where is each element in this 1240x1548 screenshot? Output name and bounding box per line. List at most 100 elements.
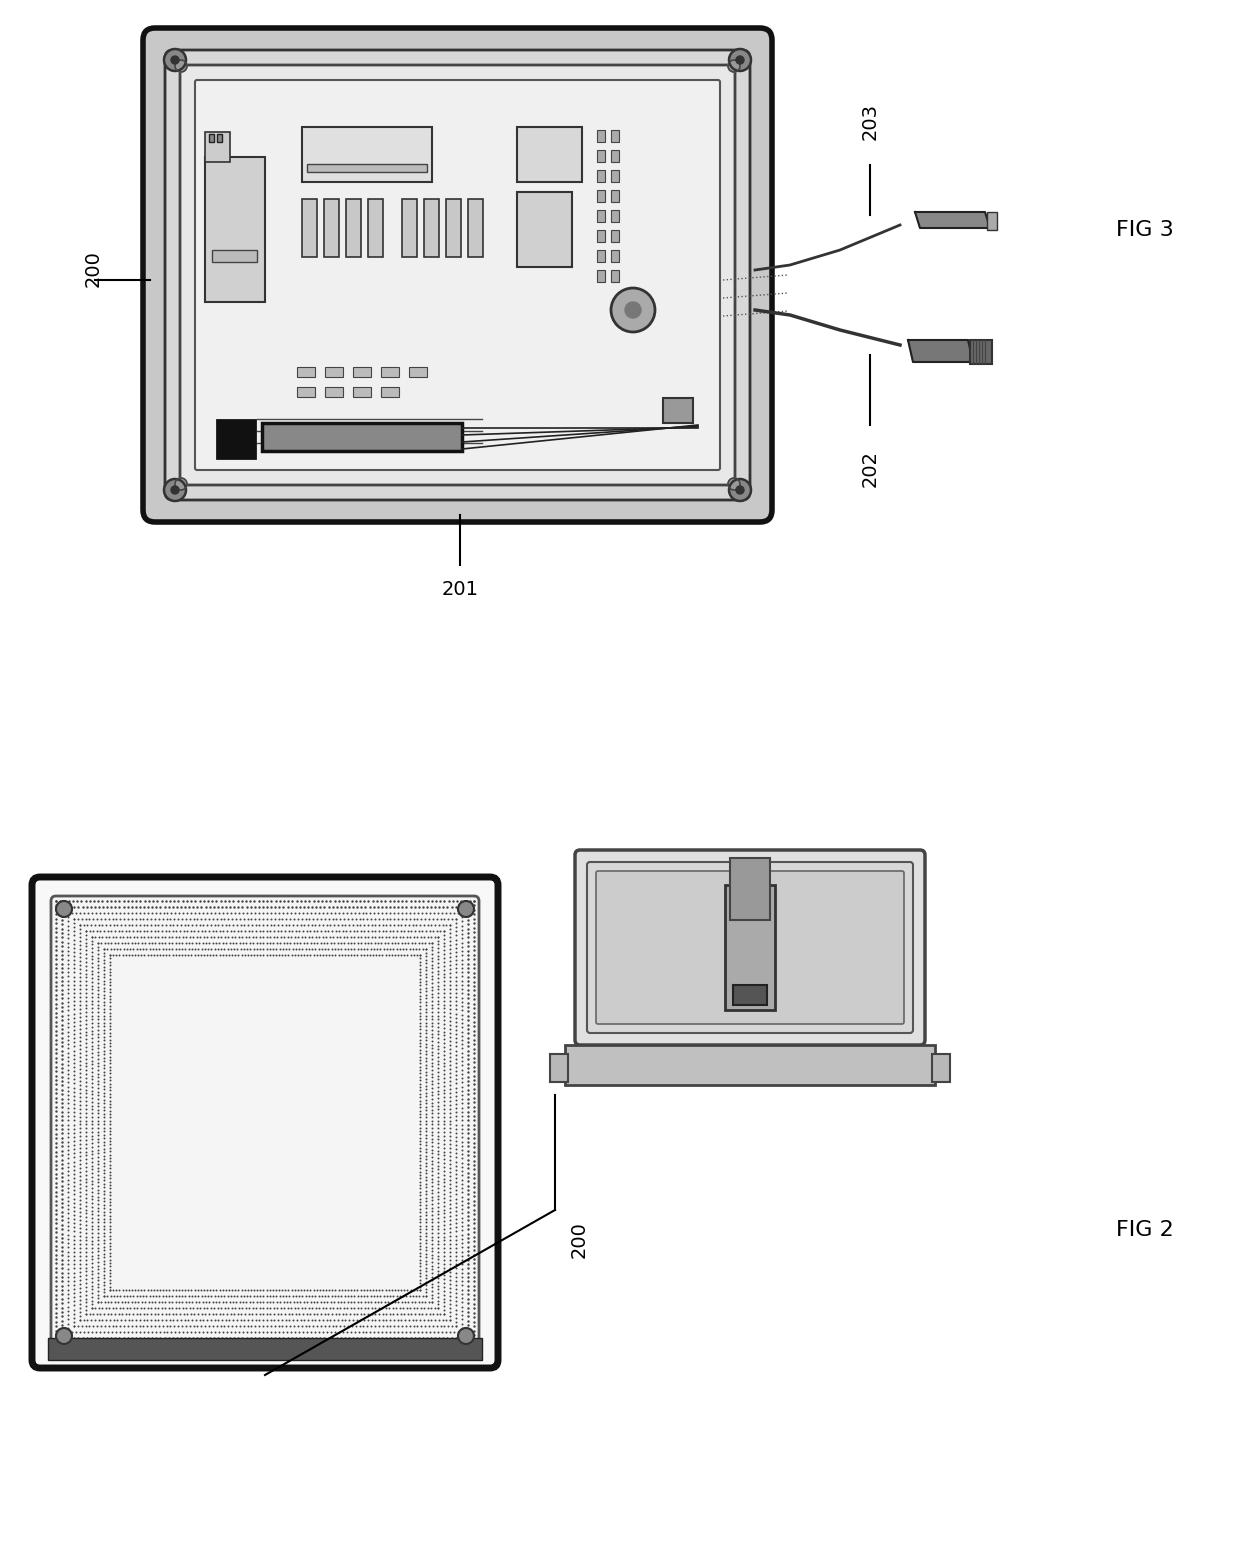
Point [355, 918, 374, 943]
Point [100, 1119, 120, 1144]
Point [410, 1173, 430, 1198]
Point [82, 1000, 102, 1025]
Point [289, 937, 309, 961]
Point [440, 1111, 460, 1136]
Point [453, 1053, 472, 1077]
Point [76, 1116, 95, 1141]
Point [413, 1331, 433, 1356]
Point [76, 1057, 95, 1082]
Point [156, 943, 176, 968]
Point [286, 913, 306, 938]
Point [130, 1314, 150, 1339]
Point [339, 1277, 358, 1302]
Point [314, 930, 334, 955]
Point [64, 1207, 84, 1232]
Circle shape [56, 1328, 72, 1344]
Point [458, 1238, 477, 1263]
Point [215, 1296, 234, 1320]
Point [88, 1149, 108, 1173]
Point [46, 1215, 66, 1240]
Point [370, 943, 389, 968]
Point [347, 1277, 367, 1302]
Point [428, 1280, 448, 1305]
Point [361, 1283, 381, 1308]
Point [446, 1071, 466, 1096]
Point [237, 1319, 257, 1344]
Point [198, 1283, 218, 1308]
Point [71, 1280, 91, 1305]
Point [453, 1192, 472, 1217]
Point [94, 1028, 114, 1053]
Point [453, 969, 472, 994]
Point [46, 995, 66, 1020]
Point [159, 1296, 179, 1320]
Point [83, 918, 103, 943]
Point [458, 1121, 477, 1146]
Bar [596, 249, 605, 262]
Point [413, 889, 433, 913]
Point [238, 1314, 258, 1339]
Point [160, 889, 180, 913]
Point [304, 1314, 324, 1339]
Point [100, 983, 120, 1008]
Point [219, 1308, 239, 1333]
Point [82, 1164, 102, 1189]
Point [434, 977, 454, 1002]
Point [212, 1308, 232, 1333]
Point [446, 1223, 466, 1248]
Point [361, 930, 381, 955]
Point [73, 1325, 93, 1350]
Point [434, 1026, 454, 1051]
Point [131, 930, 151, 955]
Point [446, 1136, 466, 1161]
Point [274, 1331, 294, 1356]
Point [203, 943, 223, 968]
Point [52, 929, 72, 954]
Point [94, 1081, 114, 1105]
Point [417, 1053, 436, 1077]
Point [200, 895, 219, 920]
Point [100, 1057, 120, 1082]
Point [453, 960, 472, 985]
Point [410, 1023, 430, 1048]
Point [464, 1305, 484, 1330]
Point [422, 1011, 441, 1036]
Point [46, 1314, 66, 1339]
Point [428, 1056, 448, 1081]
Point [145, 1308, 165, 1333]
Point [52, 1303, 72, 1328]
Point [200, 1302, 219, 1327]
Point [410, 1234, 430, 1259]
Point [82, 913, 102, 938]
Point [417, 1098, 436, 1122]
Point [88, 981, 108, 1006]
Point [82, 1277, 102, 1302]
Point [172, 907, 192, 932]
Point [270, 924, 290, 949]
Point [76, 1054, 95, 1079]
Point [340, 1308, 360, 1333]
Point [222, 924, 242, 949]
Point [213, 943, 233, 968]
Point [428, 1124, 448, 1149]
Point [446, 1293, 466, 1317]
Point [216, 913, 236, 938]
Point [315, 907, 335, 932]
Point [358, 918, 378, 943]
Point [422, 1062, 441, 1087]
Point [138, 913, 157, 938]
Point [82, 1269, 102, 1294]
Point [100, 1163, 120, 1187]
Point [358, 930, 378, 955]
Point [58, 913, 78, 938]
Point [94, 1053, 114, 1077]
Point [464, 1036, 484, 1060]
Point [76, 1263, 95, 1288]
Point [446, 1124, 466, 1149]
Point [58, 1294, 78, 1319]
Point [46, 1282, 66, 1307]
Point [172, 889, 192, 913]
Point [294, 1289, 314, 1314]
Point [104, 1283, 124, 1308]
Point [64, 1252, 84, 1277]
